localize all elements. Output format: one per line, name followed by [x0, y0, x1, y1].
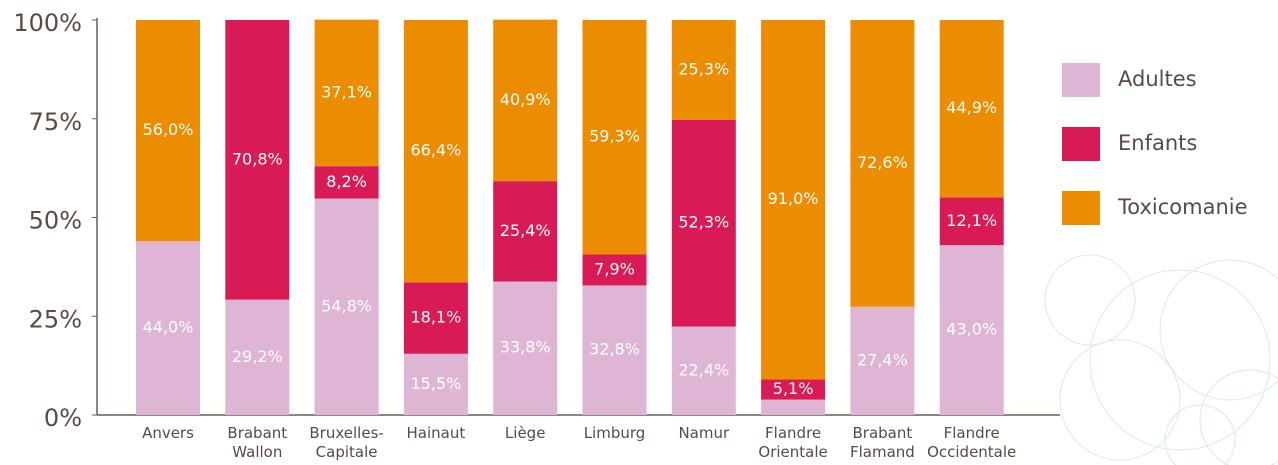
value-label: 70,8% [232, 149, 283, 168]
value-label: 8,2% [326, 172, 367, 191]
x-tick-label: Brabant Wallon [227, 424, 288, 461]
bar-segment [225, 299, 290, 415]
value-label: 59,3% [589, 127, 640, 146]
x-tick-label: Limburg [583, 424, 646, 442]
value-label: 43,0% [946, 320, 997, 339]
bar-segment [939, 20, 1004, 198]
legend-swatch [1062, 191, 1100, 225]
bar-segment [493, 181, 558, 282]
bar-segment [939, 245, 1004, 415]
bar-segment [403, 282, 468, 354]
x-tick-label: Brabant Flamand [849, 424, 915, 461]
bar-segment [582, 285, 647, 415]
bar-segment [225, 20, 290, 300]
value-label: 7,9% [594, 259, 635, 278]
x-tick-label: Liège [504, 424, 546, 442]
value-label: 32,8% [589, 340, 640, 359]
bar-segment [671, 326, 736, 415]
y-tick-label: 50% [29, 207, 82, 235]
bar-segment [939, 197, 1004, 246]
legend-label: Toxicomanie [1117, 195, 1248, 219]
y-tick-label: 100% [13, 9, 82, 37]
bar-segment [761, 399, 826, 415]
legend-swatch [1062, 63, 1100, 97]
bar-segment [314, 19, 379, 167]
bar-segment [850, 20, 915, 307]
y-tick-label: 75% [29, 108, 82, 136]
bar-segment [493, 19, 558, 182]
bar-segment [136, 241, 200, 415]
x-tick-label: Bruxelles- Capitale [309, 424, 384, 461]
bar-segment [850, 306, 915, 415]
bar-segment [582, 254, 647, 286]
x-tick-label: Namur [678, 424, 730, 442]
value-label: 72,6% [857, 153, 908, 172]
value-label: 12,1% [946, 211, 997, 230]
bar-segment [136, 20, 200, 242]
value-label: 22,4% [678, 360, 729, 379]
value-label: 44,0% [143, 318, 194, 337]
value-label: 29,2% [232, 347, 283, 366]
bar-segment [314, 166, 379, 199]
x-tick-label: Flandre Orientale [758, 424, 828, 461]
x-tick-label: Flandre Occidentale [927, 424, 1017, 461]
value-label: 15,5% [410, 374, 461, 393]
value-label: 33,8% [500, 338, 551, 357]
legend-label: Adultes [1118, 67, 1197, 91]
value-label: 66,4% [410, 141, 461, 160]
value-label: 54,8% [321, 296, 372, 315]
legend-label: Enfants [1118, 131, 1197, 155]
x-tick-label: Hainaut [406, 424, 466, 442]
value-label: 91,0% [768, 189, 819, 208]
value-label: 44,9% [946, 98, 997, 117]
bar-segment [403, 20, 468, 283]
value-label: 37,1% [321, 82, 372, 101]
bar-segment [582, 20, 647, 255]
decoration [1044, 254, 1278, 465]
value-label: 27,4% [857, 350, 908, 369]
value-label: 56,0% [143, 120, 194, 139]
bar-segment [403, 353, 468, 415]
bar-segment [493, 281, 558, 415]
bar-segment [761, 379, 826, 400]
bar-segment [671, 119, 736, 327]
value-label: 25,4% [500, 221, 551, 240]
bar-segment [761, 20, 826, 380]
value-label: 40,9% [500, 90, 551, 109]
value-label: 25,3% [678, 59, 729, 78]
y-tick-label: 0% [44, 404, 82, 432]
y-tick-label: 25% [29, 305, 82, 333]
value-label: 52,3% [678, 213, 729, 232]
x-tick-label: Anvers [142, 424, 194, 442]
value-label: 18,1% [410, 308, 461, 327]
value-label: 5,1% [773, 379, 814, 398]
legend-swatch [1062, 127, 1100, 161]
bar-segment [314, 198, 379, 415]
bar-segment [671, 20, 736, 120]
